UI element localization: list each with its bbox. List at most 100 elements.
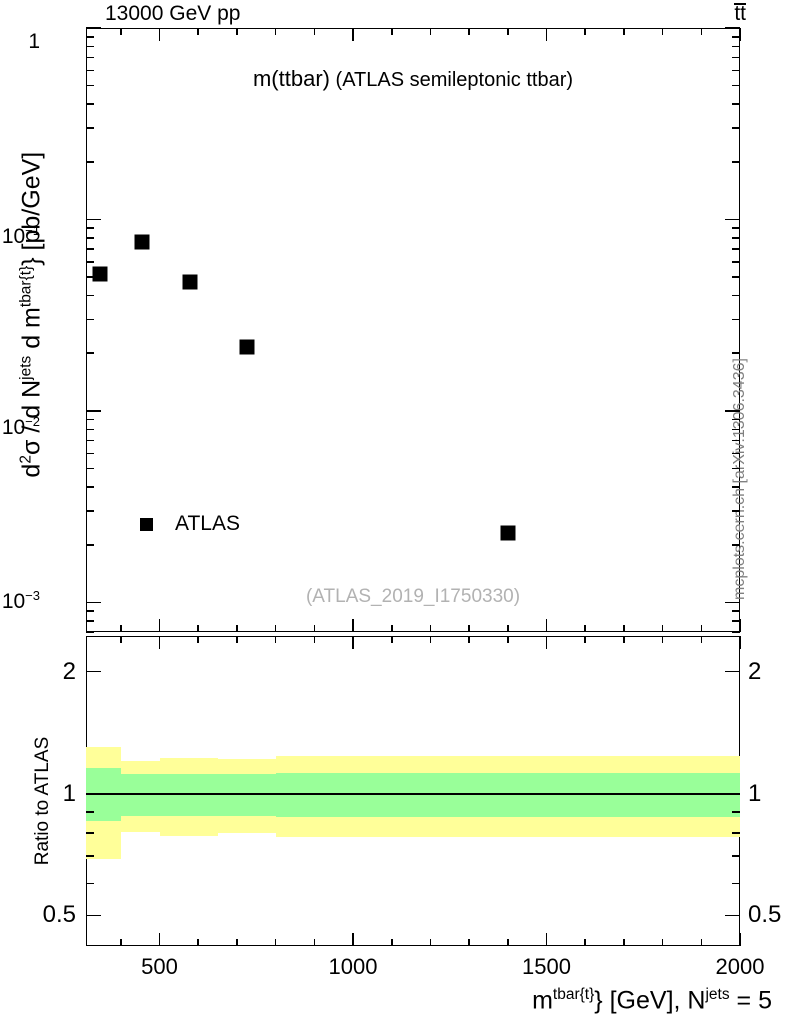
y-tick-main bbox=[86, 418, 94, 421]
x-tick-ratio-bottom bbox=[236, 939, 238, 946]
x-tick-main-top bbox=[236, 28, 238, 35]
x-tick-main-bottom bbox=[507, 625, 509, 632]
y-tick-ratio bbox=[86, 811, 94, 813]
y-tick-ratio bbox=[725, 792, 740, 795]
analysis-id-watermark: (ATLAS_2019_I1750330) bbox=[305, 586, 521, 607]
x-tick-ratio-bottom bbox=[739, 933, 741, 946]
x-tick-ratio-top bbox=[274, 636, 277, 643]
x-tick-ratio-top bbox=[700, 636, 703, 643]
y-tick-main bbox=[86, 631, 94, 633]
y-tick-main bbox=[732, 56, 740, 59]
y-tick-main bbox=[86, 543, 94, 546]
x-tick-label: 1000 bbox=[328, 954, 378, 979]
plot-title-paren: (ATLAS semileptonic ttbar) bbox=[335, 69, 574, 91]
x-tick-main-bottom bbox=[197, 625, 200, 632]
y-tick-main bbox=[732, 510, 740, 512]
legend: ATLAS bbox=[140, 512, 240, 536]
y-tick-main bbox=[86, 35, 94, 38]
y-tick-main bbox=[86, 601, 101, 604]
y-tick-main bbox=[732, 486, 740, 488]
y-tick-label-main-2: 10−2 bbox=[1, 414, 40, 439]
y-tick-main bbox=[732, 127, 740, 129]
x-tick-main-bottom bbox=[739, 619, 741, 632]
y-tick-main bbox=[86, 27, 101, 29]
beam-energy-label: 13000 GeV pp bbox=[105, 2, 241, 25]
y-tick-label-main-0: 1 bbox=[28, 30, 40, 53]
x-tick-label: 2000 bbox=[715, 954, 765, 979]
x-axis-title: mtbar{t}} [GeV], Njets = 5 bbox=[532, 986, 772, 1015]
x-tick-ratio-bottom bbox=[429, 939, 432, 946]
y-tick-ratio bbox=[732, 831, 740, 834]
x-tick-ratio-top bbox=[390, 636, 393, 643]
x-tick-ratio-top bbox=[584, 636, 586, 643]
ratio-band-green bbox=[86, 768, 121, 822]
x-tick-ratio-top bbox=[429, 636, 432, 643]
x-tick-main-top bbox=[390, 28, 393, 35]
x-tick-ratio-bottom bbox=[623, 939, 625, 946]
x-tick-main-bottom bbox=[158, 619, 161, 632]
y-tick-main bbox=[732, 237, 740, 239]
x-tick-ratio-top bbox=[661, 636, 664, 643]
x-tick-main-top bbox=[468, 28, 470, 35]
y-tick-main bbox=[732, 631, 740, 633]
y-tick-main bbox=[86, 352, 94, 355]
process-label: tt bbox=[734, 2, 746, 26]
y-tick-main bbox=[86, 439, 94, 442]
x-tick-ratio-top bbox=[352, 636, 354, 649]
y-tick-label-main-3: 10−3 bbox=[1, 588, 40, 613]
x-tick-main-bottom bbox=[120, 625, 122, 632]
x-tick-main-top bbox=[700, 28, 703, 35]
y-tick-main bbox=[732, 452, 740, 455]
data-point-atlas bbox=[182, 274, 198, 290]
x-tick-ratio-top bbox=[313, 636, 316, 643]
x-tick-main-top bbox=[120, 28, 122, 35]
y-tick-main bbox=[86, 218, 101, 221]
y-tick-main bbox=[732, 161, 740, 163]
y-tick-main bbox=[86, 620, 94, 622]
y-tick-label-ratio: 0.5 bbox=[42, 901, 76, 929]
y-tick-ratio bbox=[86, 831, 94, 834]
x-tick-ratio-top bbox=[545, 636, 548, 649]
data-point-atlas bbox=[92, 266, 108, 282]
ratio-band-green bbox=[275, 772, 740, 817]
y-tick-ratio bbox=[86, 855, 94, 857]
legend-label-atlas: ATLAS bbox=[175, 512, 240, 535]
y-axis-title-main: d2σ / d Njets d mtbar{t}} [pb/GeV] bbox=[17, 151, 46, 478]
y-tick-main bbox=[732, 418, 740, 421]
y-tick-main bbox=[86, 294, 94, 297]
y-tick-main bbox=[86, 237, 94, 239]
y-tick-main bbox=[86, 69, 94, 72]
x-tick-main-bottom bbox=[313, 625, 316, 632]
y-tick-ratio bbox=[725, 670, 740, 673]
y-tick-main bbox=[86, 227, 94, 229]
y-tick-ratio bbox=[86, 670, 101, 673]
x-tick-main-top bbox=[584, 28, 586, 35]
x-tick-ratio-top bbox=[158, 636, 161, 649]
x-tick-ratio-bottom bbox=[700, 939, 703, 946]
y-tick-main bbox=[732, 467, 740, 470]
y-tick-ratio bbox=[86, 882, 94, 885]
process-label-text: tt bbox=[734, 2, 746, 25]
y-tick-main bbox=[86, 276, 94, 278]
y-tick-main bbox=[86, 56, 94, 59]
y-tick-main bbox=[732, 620, 740, 622]
y-tick-label-ratio: 2 bbox=[62, 657, 76, 685]
y-tick-main bbox=[86, 486, 94, 488]
x-tick-ratio-top bbox=[623, 636, 625, 643]
x-tick-ratio-bottom bbox=[545, 933, 548, 946]
y-tick-main bbox=[732, 45, 740, 48]
y-tick-main bbox=[725, 601, 740, 604]
y-tick-main bbox=[86, 428, 94, 431]
x-tick-main-bottom bbox=[274, 625, 277, 632]
x-tick-main-bottom bbox=[661, 625, 664, 632]
y-tick-label-ratio: 1 bbox=[62, 779, 76, 807]
x-tick-label: 500 bbox=[141, 954, 178, 979]
y-tick-main bbox=[86, 467, 94, 470]
x-tick-ratio-bottom bbox=[661, 939, 664, 946]
x-tick-main-bottom bbox=[584, 625, 586, 632]
y-tick-main bbox=[732, 294, 740, 297]
y-tick-ratio bbox=[732, 882, 740, 885]
y-tick-main bbox=[86, 248, 94, 250]
x-tick-ratio-bottom bbox=[468, 939, 470, 946]
x-tick-main-bottom bbox=[429, 625, 432, 632]
